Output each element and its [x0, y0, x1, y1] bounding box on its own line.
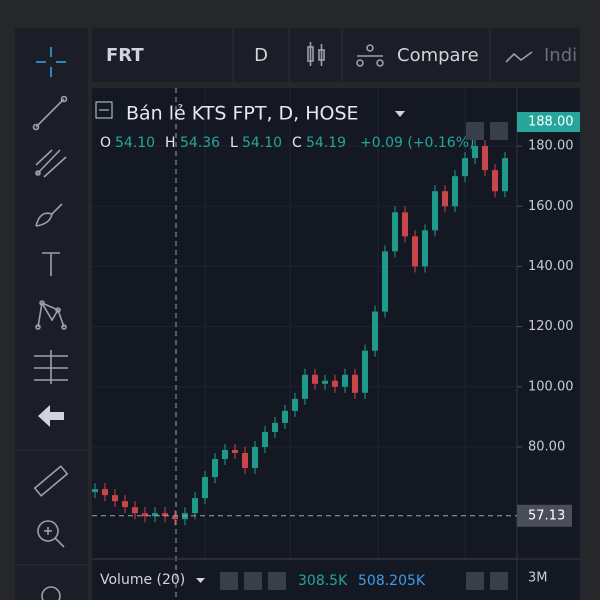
candle-body: [172, 516, 178, 520]
legend-c: 54.19: [306, 135, 346, 151]
candle-body: [472, 146, 478, 159]
candle-body: [102, 489, 108, 496]
volume-value-1: 308.5K: [298, 573, 348, 589]
price-axis: 80.00 100.00 120.00 140.00 160.00 180.00 188.0…: [517, 112, 580, 527]
candle-body: [452, 176, 458, 207]
volume-dropdown[interactable]: [196, 578, 205, 583]
candle-body: [122, 501, 128, 508]
volume-title[interactable]: Volume (20): [100, 572, 185, 588]
candle-body: [402, 212, 408, 237]
crosshair-price-box: [517, 504, 572, 527]
candle-body: [282, 410, 288, 423]
candle-body: [302, 374, 308, 399]
compare-icon[interactable]: [356, 44, 384, 67]
candle-body: [242, 452, 248, 469]
candle-body: [482, 146, 488, 171]
legend-change: +0.09 (+0.16%): [360, 135, 474, 151]
compare[interactable]: Compare: [397, 45, 479, 66]
candle-body: [112, 495, 118, 502]
candle-body: [412, 236, 418, 267]
candle-body: [162, 513, 168, 517]
top-toolbar: [92, 28, 580, 82]
grid: [92, 145, 517, 448]
candle-body: [372, 311, 378, 351]
candle-body: [492, 170, 498, 192]
candle-body: [432, 191, 438, 231]
candle-body: [232, 449, 238, 453]
candle-body: [252, 446, 258, 469]
candle-body: [392, 212, 398, 252]
legend-o: 54.10: [115, 135, 155, 151]
y-tick-label: 120.00: [528, 319, 574, 334]
candles: [92, 140, 508, 526]
candle-body: [382, 251, 388, 312]
tool-icons: [15, 47, 88, 600]
indicators[interactable]: Indi: [544, 45, 577, 66]
candle-body: [312, 374, 318, 384]
last-price-box: [517, 112, 580, 133]
candle-body: [442, 191, 448, 207]
candle-body: [132, 507, 138, 514]
volume-buttons[interactable]: [220, 572, 508, 590]
y-tick-label: 160.00: [528, 199, 574, 214]
candle-body: [502, 158, 508, 192]
legend-h: 54.36: [180, 135, 220, 151]
legend-o-label: O: [100, 135, 111, 151]
candle-body: [292, 398, 298, 411]
indicators-icon[interactable]: [505, 51, 533, 63]
symbol[interactable]: FRT: [106, 45, 144, 66]
candle-body: [262, 431, 268, 447]
candle-body: [332, 380, 338, 387]
y-tick-label: 100.00: [528, 379, 574, 394]
candle-body: [342, 374, 348, 387]
crosshair-price-label: 57.13: [528, 508, 565, 523]
chart-title[interactable]: Bán lẻ KTS FPT, D, HOSE: [126, 103, 359, 125]
candle-body: [152, 513, 158, 517]
left-toolbar: [15, 28, 88, 600]
volume-value-2: 508.205K: [358, 573, 426, 589]
candle-body: [222, 449, 228, 460]
y-tick-label: 80.00: [528, 439, 565, 454]
candle-icon[interactable]: [307, 42, 325, 66]
collapse-icon[interactable]: [95, 101, 113, 119]
volume-axis-label: 3M: [528, 571, 548, 586]
ohlc-legend: O 54.10 H 54.36 L 54.10 C 54.19 +0.09 (+…: [100, 135, 474, 151]
series-buttons[interactable]: [466, 122, 508, 140]
y-tick-label: 180.00: [528, 139, 574, 154]
legend-h-label: H: [165, 135, 176, 151]
toolbar-separators: [232, 28, 491, 82]
candle-body: [272, 422, 278, 432]
candle-body: [322, 380, 328, 384]
legend-c-label: C: [292, 135, 302, 151]
candle-body: [462, 158, 468, 177]
candle-body: [202, 477, 208, 499]
chart-pane: [92, 88, 580, 558]
legend-l: 54.10: [242, 135, 282, 151]
legend-l-label: L: [230, 135, 238, 151]
last-price-label: 188.00: [528, 115, 574, 130]
candle-body: [422, 230, 428, 267]
candle-body: [212, 459, 218, 478]
candle-body: [192, 498, 198, 514]
candle-body: [142, 513, 148, 517]
interval[interactable]: D: [254, 45, 268, 66]
candle-body: [352, 374, 358, 393]
title-dropdown[interactable]: [395, 111, 405, 117]
candle-body: [92, 489, 98, 493]
y-tick-label: 140.00: [528, 259, 574, 274]
candle-body: [362, 350, 368, 393]
